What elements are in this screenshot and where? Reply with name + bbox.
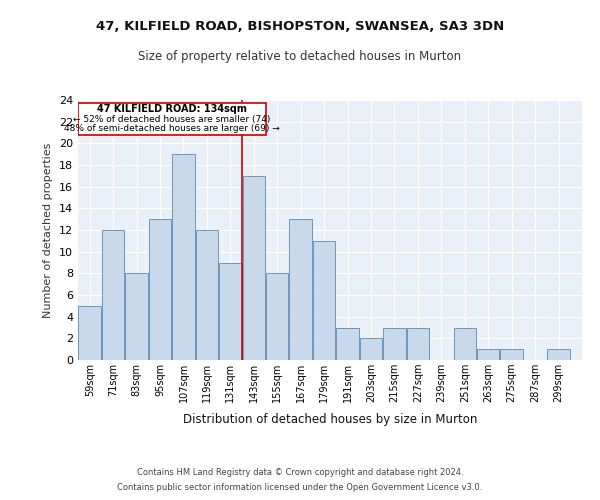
Bar <box>407 328 429 360</box>
Bar <box>219 262 242 360</box>
Bar <box>196 230 218 360</box>
Bar <box>172 154 195 360</box>
Bar <box>125 274 148 360</box>
Text: Contains HM Land Registry data © Crown copyright and database right 2024.: Contains HM Land Registry data © Crown c… <box>137 468 463 477</box>
Y-axis label: Number of detached properties: Number of detached properties <box>43 142 53 318</box>
Bar <box>289 219 312 360</box>
Text: 47, KILFIELD ROAD, BISHOPSTON, SWANSEA, SA3 3DN: 47, KILFIELD ROAD, BISHOPSTON, SWANSEA, … <box>96 20 504 33</box>
Bar <box>266 274 289 360</box>
Text: Contains public sector information licensed under the Open Government Licence v3: Contains public sector information licen… <box>118 483 482 492</box>
Bar <box>360 338 382 360</box>
Bar <box>383 328 406 360</box>
Bar <box>500 349 523 360</box>
Bar <box>149 219 171 360</box>
Bar <box>102 230 124 360</box>
Text: 47 KILFIELD ROAD: 134sqm: 47 KILFIELD ROAD: 134sqm <box>97 104 247 114</box>
X-axis label: Distribution of detached houses by size in Murton: Distribution of detached houses by size … <box>183 414 477 426</box>
Bar <box>337 328 359 360</box>
Bar <box>79 306 101 360</box>
Bar <box>547 349 570 360</box>
FancyBboxPatch shape <box>78 104 266 134</box>
Text: Size of property relative to detached houses in Murton: Size of property relative to detached ho… <box>139 50 461 63</box>
Bar <box>454 328 476 360</box>
Bar <box>477 349 499 360</box>
Bar <box>242 176 265 360</box>
Text: 48% of semi-detached houses are larger (69) →: 48% of semi-detached houses are larger (… <box>64 124 280 132</box>
Text: ← 52% of detached houses are smaller (74): ← 52% of detached houses are smaller (74… <box>73 115 271 124</box>
Bar <box>313 241 335 360</box>
